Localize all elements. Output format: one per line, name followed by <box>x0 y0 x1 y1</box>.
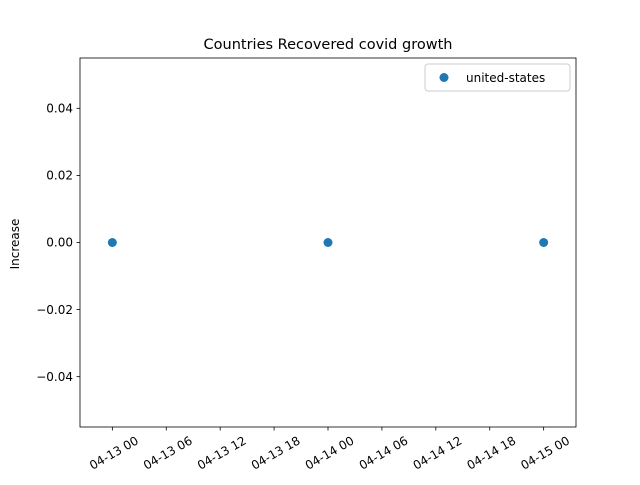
data-point <box>539 238 549 247</box>
y-tick-label: −0.04 <box>36 370 73 384</box>
y-tick-label: 0.04 <box>46 102 73 116</box>
data-point <box>323 238 333 247</box>
y-axis-label: Increase <box>8 219 22 270</box>
y-tick-label: 0.02 <box>46 169 73 183</box>
legend-marker <box>439 73 449 82</box>
legend-box <box>424 63 571 92</box>
legend-label: united-states <box>466 71 545 85</box>
y-tick-label: −0.02 <box>36 303 73 317</box>
y-tick-label: 0.00 <box>46 236 73 250</box>
chart-title: Countries Recovered covid growth <box>204 37 453 53</box>
data-point <box>107 238 117 247</box>
